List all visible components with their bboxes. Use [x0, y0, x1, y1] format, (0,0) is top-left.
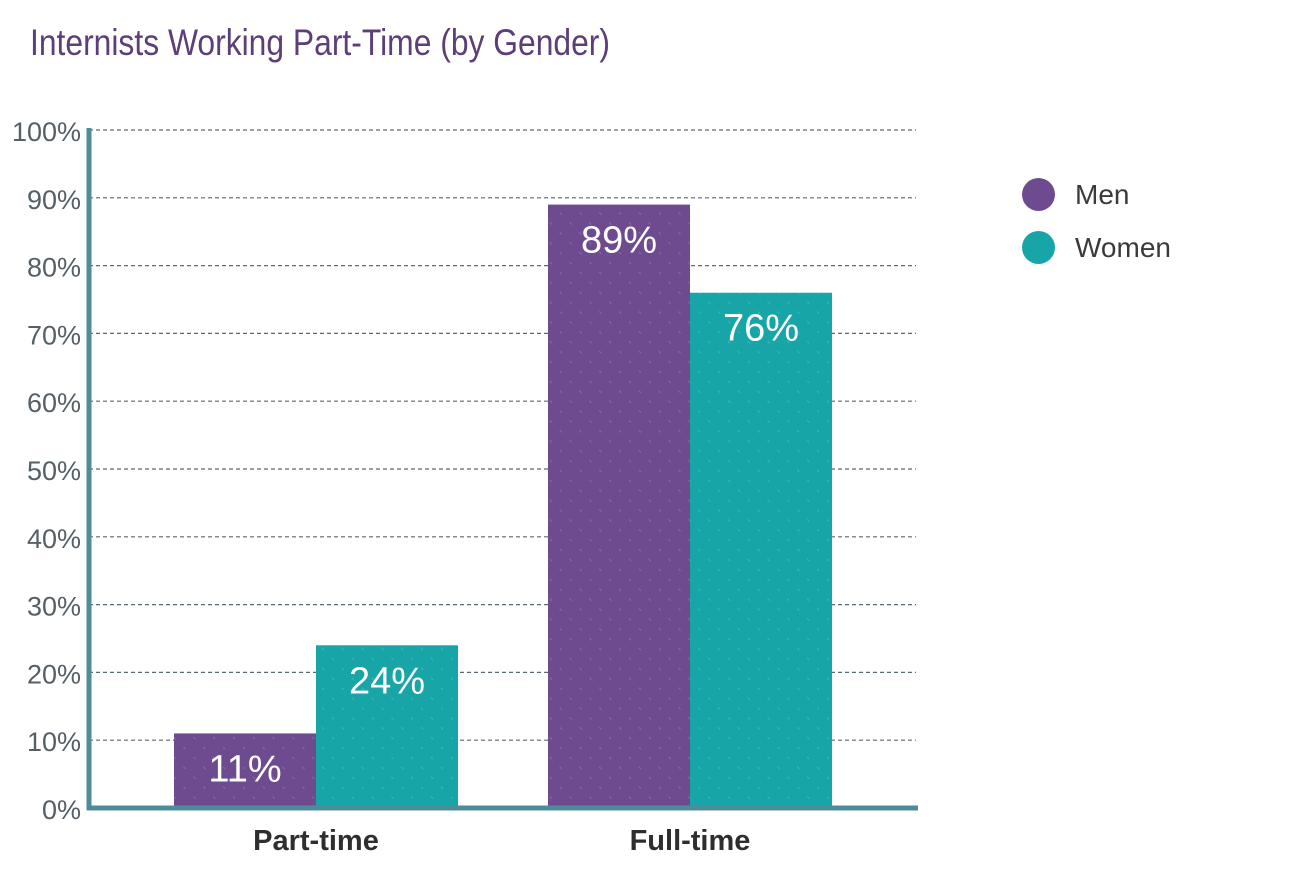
- axes: [86, 128, 918, 811]
- bars: [174, 204, 832, 809]
- legend-label-women: Women: [1075, 231, 1171, 263]
- y-tick-label: 20%: [27, 659, 81, 689]
- x-tick-label: Full-time: [630, 825, 751, 857]
- legend: Men Women: [1022, 168, 1171, 274]
- y-tick-label: 60%: [27, 388, 81, 418]
- legend-item-men[interactable]: Men: [1022, 168, 1171, 221]
- legend-swatch-women: [1022, 231, 1055, 264]
- y-tick-label: 40%: [27, 524, 81, 554]
- legend-label-men: Men: [1075, 178, 1130, 210]
- chart-title: Internists Working Part-Time (by Gender): [30, 22, 611, 63]
- y-tick-label: 90%: [27, 185, 81, 215]
- y-tick-label: 70%: [27, 320, 81, 350]
- y-tick-label: 50%: [27, 456, 81, 486]
- y-tick-label: 10%: [27, 727, 81, 757]
- y-tick-label: 80%: [27, 253, 81, 283]
- y-tick-label: 0%: [42, 795, 81, 825]
- labels: 0% 10% 20% 30% 40% 50% 60% 70% 80% 90% 100% 11% 24% P…: [12, 117, 799, 857]
- bar-texture: [548, 204, 690, 808]
- bar-texture: [174, 733, 316, 808]
- y-tick-label: 100%: [12, 117, 81, 147]
- legend-swatch-men: [1022, 178, 1055, 211]
- legend-item-women[interactable]: Women: [1022, 221, 1171, 274]
- x-tick-label: Part-time: [253, 825, 379, 857]
- bar-texture: [316, 645, 458, 808]
- data-label: 89%: [581, 220, 657, 262]
- data-label: 24%: [349, 660, 425, 702]
- bar-texture: [690, 292, 832, 809]
- y-tick-label: 30%: [27, 592, 81, 622]
- data-label: 11%: [208, 748, 281, 790]
- data-label: 76%: [723, 308, 799, 350]
